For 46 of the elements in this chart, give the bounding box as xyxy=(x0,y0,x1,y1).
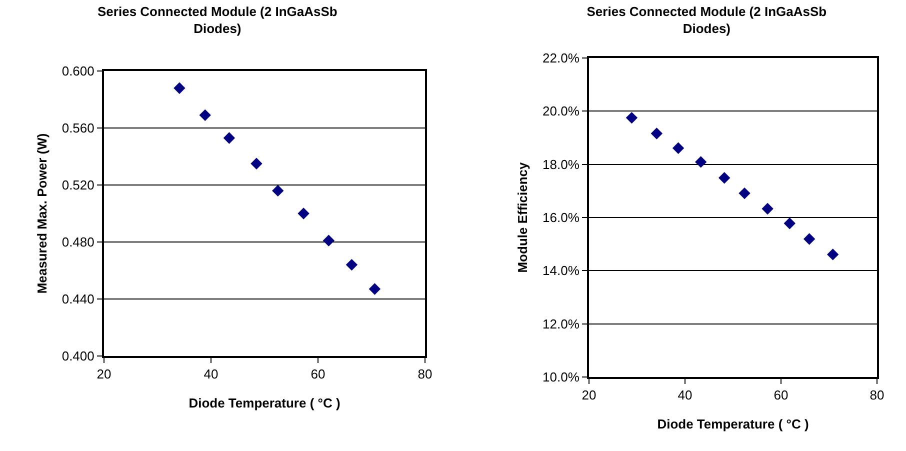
point xyxy=(368,283,381,295)
point xyxy=(718,172,730,184)
point xyxy=(672,142,684,154)
x-tick-label: 40 xyxy=(204,366,218,382)
x-tick-label: 20 xyxy=(96,366,112,382)
y-tick-label: 14.0% xyxy=(542,263,580,278)
y-axis-title: Module Efficiency xyxy=(514,161,530,273)
point xyxy=(174,82,186,94)
point xyxy=(803,233,816,245)
y-axis-title: Measured Max. Power (W) xyxy=(34,133,50,294)
y-tick-label: 12.0% xyxy=(542,316,580,332)
y-tick-label: 16.0% xyxy=(542,210,580,226)
y-tick-label: 0.440 xyxy=(62,292,94,307)
point xyxy=(694,156,707,168)
point xyxy=(322,234,335,246)
y-tick-label: 0.560 xyxy=(62,120,94,136)
x-tick-label: 20 xyxy=(582,388,596,403)
y-tick-label: 20.0% xyxy=(542,104,580,119)
x-axis-title: Diode Temperature ( °C ) xyxy=(188,396,340,411)
chart-title: Series Connected Module (2 InGaAsSb Diodes) xyxy=(586,4,827,36)
point xyxy=(223,132,236,144)
x-tick-label: 60 xyxy=(774,388,788,403)
y-tick-label: 0.400 xyxy=(62,348,94,364)
x-axis-title: Diode Temperature ( °C ) xyxy=(657,416,809,432)
point xyxy=(199,109,211,122)
point xyxy=(762,202,774,215)
y-tick-label: 0.520 xyxy=(62,178,94,193)
y-tick-label: 0.600 xyxy=(62,64,94,79)
y-tick-label: 18.0% xyxy=(542,156,580,172)
x-tick-label: 80 xyxy=(418,366,432,382)
chart-title: Series Connected Module (2 InGaAsSb Diodes) xyxy=(98,4,338,36)
point xyxy=(738,187,750,200)
y-tick-label: 22.0% xyxy=(542,50,580,66)
point xyxy=(650,128,663,140)
x-tick-label: 80 xyxy=(870,388,884,403)
x-tick-label: 40 xyxy=(678,388,692,403)
point xyxy=(826,248,839,260)
point xyxy=(784,218,796,230)
point xyxy=(346,258,358,271)
point xyxy=(250,158,262,170)
point xyxy=(272,184,284,197)
y-tick-label: 10.0% xyxy=(542,370,580,385)
x-tick-label: 60 xyxy=(310,366,326,382)
y-tick-label: 0.480 xyxy=(62,234,94,250)
point xyxy=(298,208,310,220)
point xyxy=(626,112,638,124)
